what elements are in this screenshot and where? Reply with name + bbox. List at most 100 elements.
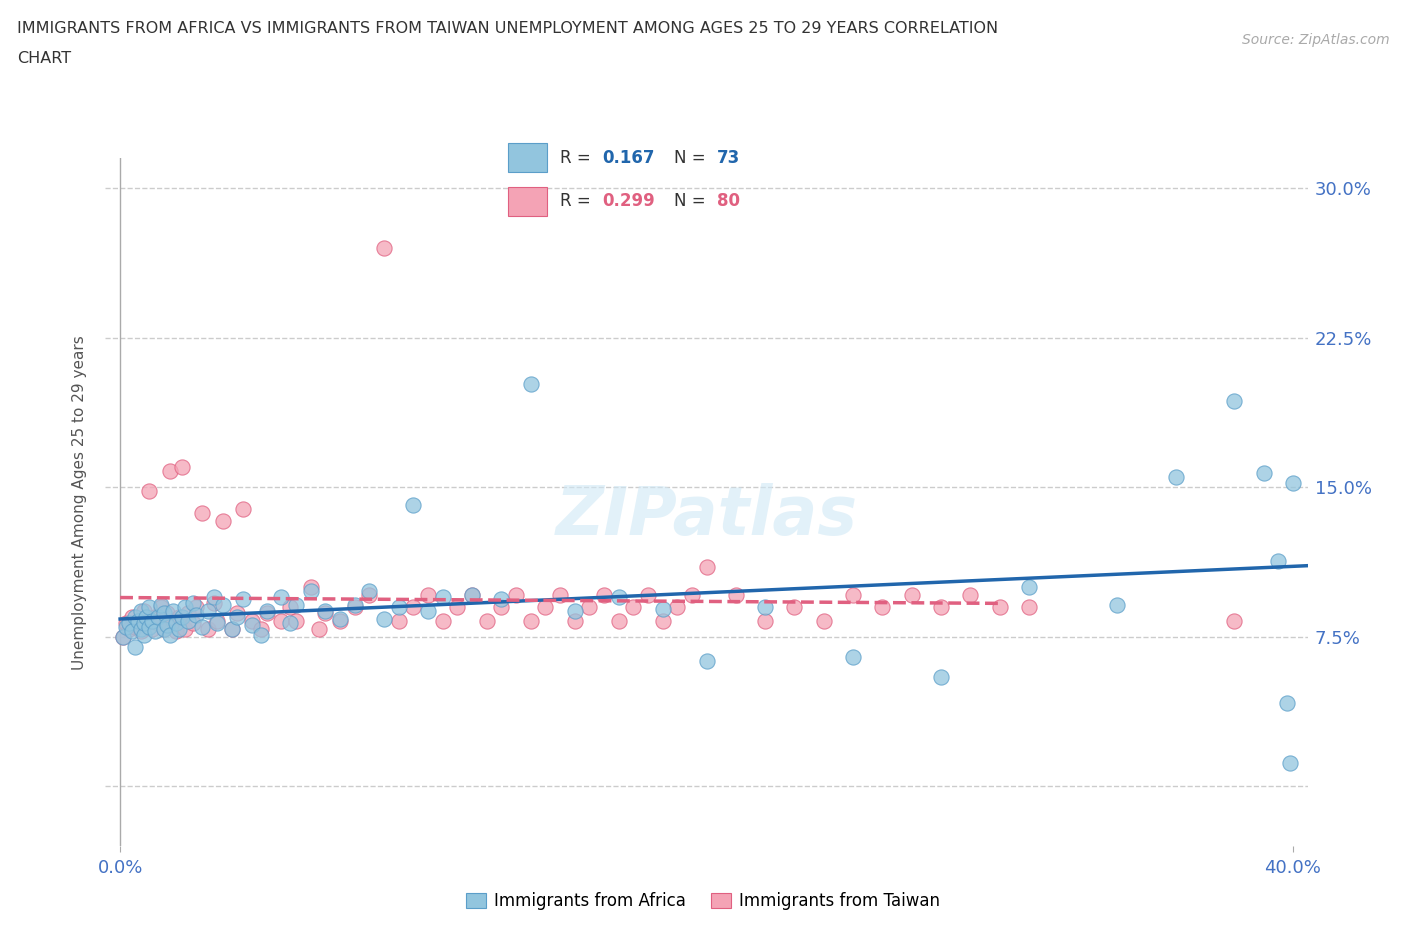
Text: 73: 73	[717, 149, 740, 166]
Point	[112, 630, 135, 644]
Point	[250, 628, 273, 643]
Point	[127, 614, 149, 629]
Point	[842, 649, 865, 664]
Point	[115, 619, 138, 634]
Point	[373, 611, 395, 626]
Point	[696, 560, 718, 575]
Point	[1275, 696, 1298, 711]
Point	[165, 616, 187, 631]
Point	[138, 600, 160, 615]
Point	[900, 588, 922, 603]
Point	[170, 609, 193, 624]
Point	[607, 590, 630, 604]
Point	[343, 597, 366, 612]
Point	[1282, 476, 1305, 491]
Point	[270, 614, 292, 629]
Point	[534, 600, 557, 615]
Point	[651, 614, 673, 629]
Point	[1278, 755, 1301, 770]
Point	[129, 604, 152, 618]
Point	[872, 600, 894, 615]
Bar	[508, 143, 547, 172]
Point	[681, 588, 703, 603]
Point	[929, 670, 952, 684]
Text: Source: ZipAtlas.com: Source: ZipAtlas.com	[1241, 33, 1389, 46]
Point	[156, 618, 179, 632]
Point	[138, 484, 160, 498]
Point	[416, 588, 439, 603]
Point	[211, 597, 233, 612]
Point	[129, 621, 152, 636]
Point	[232, 502, 254, 517]
Point	[988, 600, 1011, 615]
Point	[221, 621, 243, 636]
Point	[416, 604, 439, 618]
Point	[118, 616, 141, 631]
Point	[929, 600, 952, 615]
Point	[191, 506, 214, 521]
Point	[1253, 466, 1275, 481]
Point	[124, 609, 146, 624]
Point	[162, 614, 184, 629]
Point	[256, 604, 278, 618]
Point	[359, 583, 381, 598]
Point	[153, 621, 176, 636]
Text: N =: N =	[675, 193, 711, 210]
Point	[1018, 579, 1040, 594]
Point	[135, 609, 157, 624]
Point	[578, 600, 600, 615]
Point	[402, 498, 425, 512]
Point	[143, 623, 166, 638]
Point	[1267, 553, 1289, 568]
Point	[156, 605, 179, 620]
Text: N =: N =	[675, 149, 711, 166]
Point	[159, 464, 181, 479]
Point	[186, 607, 208, 622]
Point	[124, 640, 146, 655]
Text: ZIPatlas: ZIPatlas	[555, 483, 858, 549]
Point	[754, 600, 776, 615]
Point	[359, 588, 381, 603]
Point	[162, 604, 184, 618]
Point	[1223, 614, 1246, 629]
Point	[491, 591, 513, 606]
Point	[813, 614, 835, 629]
Point	[173, 621, 195, 636]
Point	[666, 600, 689, 615]
Point	[138, 619, 160, 634]
Point	[148, 616, 170, 631]
Point	[1018, 600, 1040, 615]
Point	[461, 588, 484, 603]
Point	[226, 605, 249, 620]
Point	[143, 609, 166, 624]
Point	[519, 614, 541, 629]
Point	[491, 600, 513, 615]
Point	[124, 619, 146, 634]
Point	[651, 602, 673, 617]
Point	[221, 621, 243, 636]
Point	[150, 597, 173, 612]
Point	[548, 588, 571, 603]
Point	[121, 609, 143, 624]
Point	[240, 618, 263, 632]
Point	[121, 623, 143, 638]
Point	[446, 600, 468, 615]
Point	[519, 376, 541, 391]
Point	[191, 619, 214, 634]
Point	[232, 591, 254, 606]
Point	[299, 579, 322, 594]
Point	[959, 588, 981, 603]
Point	[256, 605, 278, 620]
Point	[842, 588, 865, 603]
Point	[461, 588, 484, 603]
Point	[621, 600, 644, 615]
Point	[173, 600, 195, 615]
Point	[132, 628, 155, 643]
Point	[329, 611, 352, 626]
Point	[165, 623, 187, 638]
Text: CHART: CHART	[17, 51, 70, 66]
Point	[205, 614, 228, 629]
Point	[696, 654, 718, 669]
Point	[270, 590, 292, 604]
Text: 0.167: 0.167	[602, 149, 654, 166]
